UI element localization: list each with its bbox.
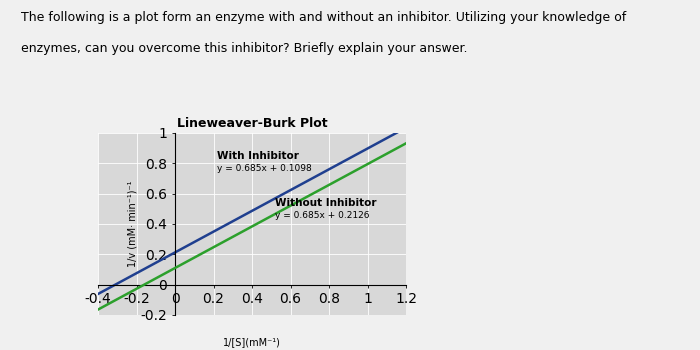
Text: With Inhibitor: With Inhibitor bbox=[218, 151, 299, 161]
Text: y = 0.685x + 0.2126: y = 0.685x + 0.2126 bbox=[275, 211, 370, 220]
Text: y = 0.685x + 0.1098: y = 0.685x + 0.1098 bbox=[218, 164, 312, 173]
Text: Without Inhibitor: Without Inhibitor bbox=[275, 198, 377, 208]
X-axis label: 1/[S](mM⁻¹): 1/[S](mM⁻¹) bbox=[223, 337, 281, 347]
Title: Lineweaver-Burk Plot: Lineweaver-Burk Plot bbox=[176, 118, 328, 131]
Y-axis label: 1/v (mM· min⁻¹)⁻¹: 1/v (mM· min⁻¹)⁻¹ bbox=[128, 181, 138, 267]
Text: enzymes, can you overcome this inhibitor? Briefly explain your answer.: enzymes, can you overcome this inhibitor… bbox=[21, 42, 468, 55]
Text: The following is a plot form an enzyme with and without an inhibitor. Utilizing : The following is a plot form an enzyme w… bbox=[21, 10, 626, 23]
